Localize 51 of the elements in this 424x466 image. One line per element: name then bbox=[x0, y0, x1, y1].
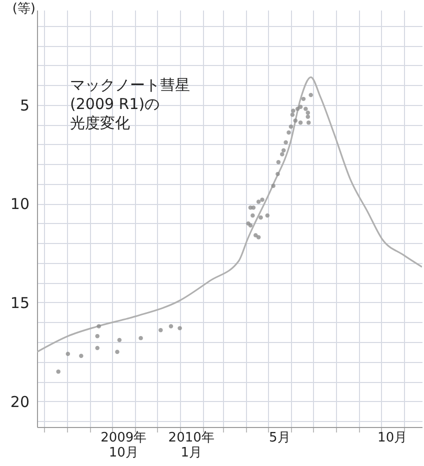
point bbox=[290, 112, 295, 117]
point bbox=[286, 130, 291, 135]
point bbox=[117, 338, 122, 342]
point bbox=[308, 92, 313, 98]
y-tick-label: 5 bbox=[20, 96, 30, 114]
point bbox=[178, 326, 182, 330]
point bbox=[260, 198, 264, 202]
point bbox=[115, 350, 120, 354]
point bbox=[304, 106, 308, 111]
point bbox=[293, 118, 298, 123]
x-tick-label: 2010年 1月 bbox=[168, 430, 214, 460]
point bbox=[95, 346, 100, 350]
point bbox=[281, 148, 286, 152]
point bbox=[246, 221, 250, 226]
point bbox=[301, 96, 306, 102]
x-tick-label: 2009年 10月 bbox=[100, 430, 147, 460]
point bbox=[280, 152, 284, 156]
point bbox=[298, 104, 303, 109]
point bbox=[258, 215, 263, 220]
point bbox=[95, 334, 100, 338]
point bbox=[271, 184, 276, 188]
point bbox=[256, 200, 261, 204]
point bbox=[138, 336, 143, 340]
point bbox=[66, 352, 70, 356]
y-tick-label: 20 bbox=[10, 392, 30, 411]
point bbox=[284, 140, 288, 145]
point bbox=[306, 110, 310, 115]
y-tick-label: 15 bbox=[10, 294, 30, 312]
point bbox=[79, 354, 84, 358]
line-series bbox=[37, 76, 422, 353]
point bbox=[265, 213, 270, 218]
point bbox=[96, 324, 101, 328]
point bbox=[168, 324, 174, 328]
x-tick-label: 10月 bbox=[378, 430, 408, 446]
point bbox=[291, 108, 296, 113]
point bbox=[276, 172, 280, 176]
point bbox=[256, 235, 261, 240]
y-tick-label: 10 bbox=[10, 195, 30, 214]
point bbox=[295, 106, 300, 111]
x-tick-label: 5月 bbox=[269, 430, 290, 446]
point bbox=[306, 120, 311, 125]
point bbox=[56, 370, 60, 374]
point bbox=[158, 328, 163, 332]
point bbox=[306, 114, 310, 119]
annotation: マックノート彗星(2009 R1)の光度変化 bbox=[70, 76, 190, 132]
point bbox=[251, 206, 256, 210]
y-axis-title: (等) bbox=[12, 2, 36, 16]
point bbox=[276, 160, 281, 164]
point bbox=[288, 124, 294, 129]
point bbox=[250, 213, 255, 218]
point bbox=[298, 120, 303, 125]
